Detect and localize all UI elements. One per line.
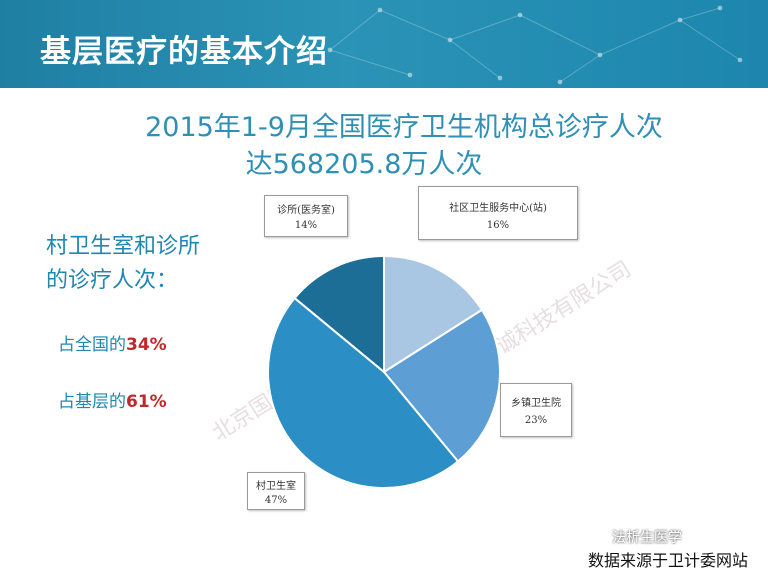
header-banner: 基层医疗的基本介绍 [0,0,768,88]
pie-slice-clinic [293,254,385,375]
network-pattern [327,5,743,85]
chart-title-line1: 2015年1-9月全国医疗卫生机构总诊疗人次 [145,112,663,143]
pie-slice-township [382,308,501,463]
slice-label-village-pct: 47% [264,495,288,506]
slice-label-community: 社区卫生服务中心(站) 16% [418,186,578,240]
slice-label-township-name: 乡镇卫生院 [511,398,561,409]
pie-slice-community [383,254,484,374]
wechat-account: 法析生医学 [612,530,682,546]
page-title: 基层医疗的基本介绍 [40,34,328,70]
stat-grassroots-prefix: 占基层的 [58,392,126,412]
side-heading-line1: 村卫生室和诊所 [46,234,201,259]
slice-label-township-pct: 23% [524,415,548,426]
pie-slice-village [267,296,460,489]
data-source-note: 数据来源于卫计委网站 [588,551,749,570]
stat-grassroots-value: 61% [126,392,167,412]
side-heading-line2: 的诊疗人次： [46,268,179,293]
stat-grassroots: 占基层的61% [58,387,167,412]
slice-label-village-name: 村卫生室 [256,481,296,492]
slice-label-clinic: 诊所(医务室) 14% [264,195,348,237]
stat-national-value: 34% [126,335,167,355]
slice-label-community-name: 社区卫生服务中心(站) [449,203,547,214]
slice-label-clinic-name: 诊所(医务室) [277,205,335,216]
slice-label-township: 乡镇卫生院 23% [500,383,572,437]
stat-national: 占全国的34% [58,330,167,355]
slice-label-village: 村卫生室 47% [247,472,305,510]
slice-label-community-pct: 16% [486,220,510,231]
stat-national-prefix: 占全国的 [58,335,126,355]
slice-label-clinic-pct: 14% [294,220,318,231]
chart-title-line2: 达568205.8万人次 [245,149,483,180]
